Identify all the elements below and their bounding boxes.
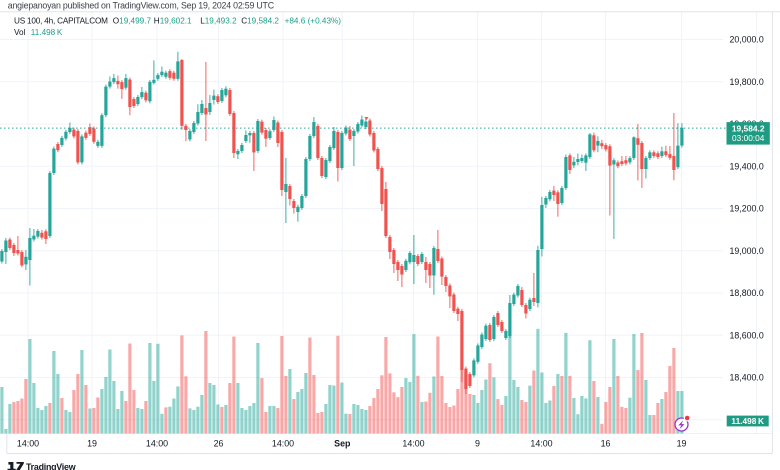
svg-text:26: 26 xyxy=(214,439,224,449)
svg-text:O19,499.7: O19,499.7 xyxy=(113,17,152,26)
svg-text:9: 9 xyxy=(475,439,480,449)
svg-text:19: 19 xyxy=(87,439,97,449)
svg-text:angiepanoyan published on Trad: angiepanoyan published on TradingView.co… xyxy=(8,0,275,10)
svg-text:11.498 K: 11.498 K xyxy=(731,416,764,426)
svg-text:14:00: 14:00 xyxy=(17,439,39,449)
svg-text:Vol: Vol xyxy=(14,28,26,37)
svg-text:19,000.0: 19,000.0 xyxy=(730,246,764,256)
svg-text:18,800.0: 18,800.0 xyxy=(730,288,764,298)
svg-text:H19,602.1: H19,602.1 xyxy=(154,17,192,26)
svg-text:03:00:04: 03:00:04 xyxy=(732,133,765,143)
svg-text:L19,493.2: L19,493.2 xyxy=(200,17,237,26)
svg-text:+84.6 (+0.43%): +84.6 (+0.43%) xyxy=(285,17,342,26)
svg-text:14:00: 14:00 xyxy=(146,439,168,449)
svg-text:18,600.0: 18,600.0 xyxy=(730,330,764,340)
svg-text:19,400.0: 19,400.0 xyxy=(730,161,764,171)
svg-text:14:00: 14:00 xyxy=(402,439,424,449)
svg-text:18,400.0: 18,400.0 xyxy=(730,373,764,383)
svg-text:C19,584.2: C19,584.2 xyxy=(241,17,279,26)
svg-text:19: 19 xyxy=(677,439,687,449)
svg-text:16: 16 xyxy=(601,439,611,449)
svg-text:19,800.0: 19,800.0 xyxy=(730,77,764,87)
svg-text:14:00: 14:00 xyxy=(272,439,294,449)
svg-text:11.498 K: 11.498 K xyxy=(31,28,63,37)
svg-text:Sep: Sep xyxy=(334,439,351,449)
svg-text:US 100, 4h, CAPITALCOM: US 100, 4h, CAPITALCOM xyxy=(14,17,108,26)
svg-text:20,000.0: 20,000.0 xyxy=(730,35,764,45)
svg-text:TradingView: TradingView xyxy=(26,462,76,470)
svg-text:19,200.0: 19,200.0 xyxy=(730,204,764,214)
svg-text:14:00: 14:00 xyxy=(530,439,552,449)
svg-text:19,584.2: 19,584.2 xyxy=(732,124,765,134)
